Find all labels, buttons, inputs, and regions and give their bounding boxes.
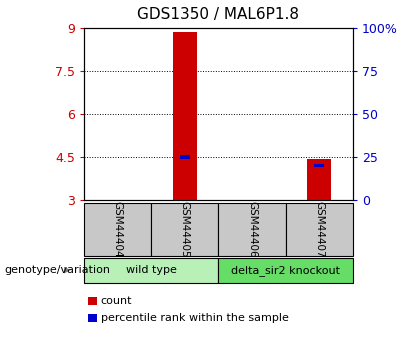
- Title: GDS1350 / MAL6P1.8: GDS1350 / MAL6P1.8: [137, 7, 299, 22]
- Text: percentile rank within the sample: percentile rank within the sample: [101, 313, 289, 323]
- Bar: [179, 155, 190, 159]
- Text: GSM44407: GSM44407: [314, 201, 324, 258]
- Text: delta_sir2 knockout: delta_sir2 knockout: [231, 265, 340, 276]
- Text: GSM44406: GSM44406: [247, 201, 257, 258]
- Text: GSM44405: GSM44405: [180, 201, 190, 258]
- Text: wild type: wild type: [126, 265, 177, 275]
- Bar: [307, 159, 331, 200]
- Bar: [314, 164, 325, 167]
- Text: GSM44404: GSM44404: [113, 201, 123, 258]
- Bar: [173, 32, 197, 200]
- Text: count: count: [101, 296, 132, 306]
- Text: genotype/variation: genotype/variation: [4, 265, 110, 275]
